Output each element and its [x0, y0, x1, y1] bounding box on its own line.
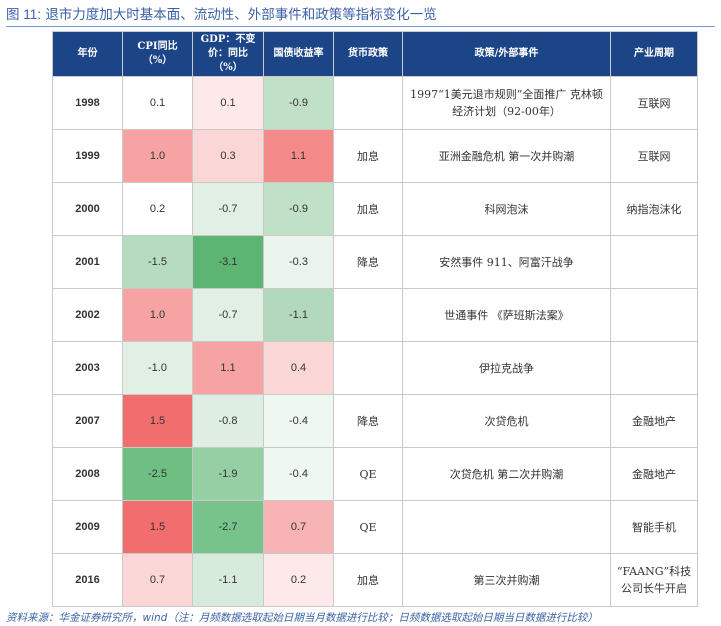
cell-cpi: -2.5: [122, 447, 193, 501]
cell-year: 2007: [52, 394, 123, 448]
cell-gdp: 0.3: [192, 129, 264, 183]
cell-monetary-policy: 降息: [333, 235, 403, 289]
cell-year: 2016: [52, 553, 123, 607]
header-year: 年份: [52, 31, 123, 77]
cell-gdp: -3.1: [192, 235, 264, 289]
cell-bond-yield: 0.7: [263, 500, 334, 554]
cell-events: 次贷危机: [402, 394, 611, 448]
cell-gdp: -1.1: [192, 553, 264, 607]
cell-cpi: 0.1: [122, 76, 193, 130]
cell-industry-cycle: 互联网: [610, 129, 698, 183]
cell-events: 1997“1美元退市规则”全面推广 克林顿经济计划（92-00年）: [402, 76, 611, 130]
cell-industry-cycle: [610, 288, 698, 342]
table-body: 1998 0.1 0.1 -0.9 1997“1美元退市规则”全面推广 克林顿经济计划（…: [52, 76, 698, 607]
cell-gdp: -0.8: [192, 394, 264, 448]
cell-monetary-policy: [333, 288, 403, 342]
cell-monetary-policy: QE: [333, 500, 403, 554]
cell-bond-yield: -0.3: [263, 235, 334, 289]
cell-bond-yield: -0.9: [263, 76, 334, 130]
cell-gdp: 1.1: [192, 341, 264, 395]
table-row: 2009 1.5 -2.7 0.7 QE 智能手机: [52, 500, 698, 554]
cell-gdp: -2.7: [192, 500, 264, 554]
cell-monetary-policy: [333, 341, 403, 395]
header-monetary-policy: 货币政策: [333, 31, 403, 77]
cell-cpi: 1.5: [122, 500, 193, 554]
cell-industry-cycle: 金融地产: [610, 394, 698, 448]
figure-title: 图 11: 退市力度加大时基本面、流动性、外部事件和政策等指标变化一览: [6, 4, 715, 27]
cell-year: 2001: [52, 235, 123, 289]
header-cpi: CPI同比（%）: [122, 31, 193, 77]
cell-cpi: -1.5: [122, 235, 193, 289]
cell-events: [402, 500, 611, 554]
cell-year: 2003: [52, 341, 123, 395]
cell-year: 1999: [52, 129, 123, 183]
header-bond-yield: 国债收益率: [263, 31, 334, 77]
cell-year: 2009: [52, 500, 123, 554]
cell-events: 科网泡沫: [402, 182, 611, 236]
table-row: 2000 0.2 -0.7 -0.9 加息 科网泡沫 纳指泡沫化: [52, 182, 698, 236]
figure-title-text: 退市力度加大时基本面、流动性、外部事件和政策等指标变化一览: [45, 7, 437, 23]
cell-year: 2008: [52, 447, 123, 501]
table-header-row: 年份 CPI同比（%） GDP：不变价：同比（%） 国债收益率 货币政策 政策/…: [52, 31, 698, 77]
cell-monetary-policy: QE: [333, 447, 403, 501]
cell-bond-yield: -0.9: [263, 182, 334, 236]
header-events: 政策/外部事件: [402, 31, 611, 77]
source-note: 资料来源：华金证券研究所，wind（注：月频数据选取起始日期当月数据进行比较；日…: [6, 612, 598, 624]
cell-gdp: -0.7: [192, 182, 264, 236]
cell-events: 次贷危机 第二次并购潮: [402, 447, 611, 501]
table-row: 2001 -1.5 -3.1 -0.3 降息 安然事件 911、阿富汗战争: [52, 235, 698, 289]
cell-events: 亚洲金融危机 第一次并购潮: [402, 129, 611, 183]
cell-events: 世通事件 《萨班斯法案》: [402, 288, 611, 342]
table-row: 1998 0.1 0.1 -0.9 1997“1美元退市规则”全面推广 克林顿经济计划（…: [52, 76, 698, 130]
cell-bond-yield: 1.1: [263, 129, 334, 183]
cell-cpi: 1.0: [122, 129, 193, 183]
table-row: 2016 0.7 -1.1 0.2 加息 第三次并购潮 “FAANG”科技公司长牛开启: [52, 553, 698, 607]
cell-cpi: -1.0: [122, 341, 193, 395]
cell-gdp: 0.1: [192, 76, 264, 130]
cell-bond-yield: -1.1: [263, 288, 334, 342]
cell-bond-yield: -0.4: [263, 447, 334, 501]
cell-cpi: 1.0: [122, 288, 193, 342]
cell-monetary-policy: [333, 76, 403, 130]
cell-bond-yield: -0.4: [263, 394, 334, 448]
cell-events: 第三次并购潮: [402, 553, 611, 607]
cell-bond-yield: 0.2: [263, 553, 334, 607]
cell-year: 2002: [52, 288, 123, 342]
table-row: 2008 -2.5 -1.9 -0.4 QE 次贷危机 第二次并购潮 金融地产: [52, 447, 698, 501]
cell-events: 伊拉克战争: [402, 341, 611, 395]
cell-industry-cycle: 智能手机: [610, 500, 698, 554]
cell-cpi: 1.5: [122, 394, 193, 448]
table-row: 2007 1.5 -0.8 -0.4 降息 次贷危机 金融地产: [52, 394, 698, 448]
cell-year: 1998: [52, 76, 123, 130]
table-row: 2003 -1.0 1.1 0.4 伊拉克战争: [52, 341, 698, 395]
cell-cpi: 0.7: [122, 553, 193, 607]
figure-label: 图 11:: [6, 7, 42, 22]
cell-bond-yield: 0.4: [263, 341, 334, 395]
cell-monetary-policy: 降息: [333, 394, 403, 448]
cell-industry-cycle: 纳指泡沫化: [610, 182, 698, 236]
cell-monetary-policy: 加息: [333, 129, 403, 183]
cell-industry-cycle: 互联网: [610, 76, 698, 130]
cell-gdp: -0.7: [192, 288, 264, 342]
cell-cpi: 0.2: [122, 182, 193, 236]
cell-industry-cycle: 金融地产: [610, 447, 698, 501]
table-row: 1999 1.0 0.3 1.1 加息 亚洲金融危机 第一次并购潮 互联网: [52, 129, 698, 183]
header-gdp: GDP：不变价：同比（%）: [192, 31, 264, 77]
cell-industry-cycle: [610, 341, 698, 395]
indicator-table: 年份 CPI同比（%） GDP：不变价：同比（%） 国债收益率 货币政策 政策/…: [52, 31, 698, 607]
cell-events: 安然事件 911、阿富汗战争: [402, 235, 611, 289]
cell-year: 2000: [52, 182, 123, 236]
cell-monetary-policy: 加息: [333, 553, 403, 607]
header-industry-cycle: 产业周期: [610, 31, 698, 77]
cell-industry-cycle: [610, 235, 698, 289]
cell-gdp: -1.9: [192, 447, 264, 501]
table-row: 2002 1.0 -0.7 -1.1 世通事件 《萨班斯法案》: [52, 288, 698, 342]
cell-industry-cycle: “FAANG”科技公司长牛开启: [610, 553, 698, 607]
cell-monetary-policy: 加息: [333, 182, 403, 236]
